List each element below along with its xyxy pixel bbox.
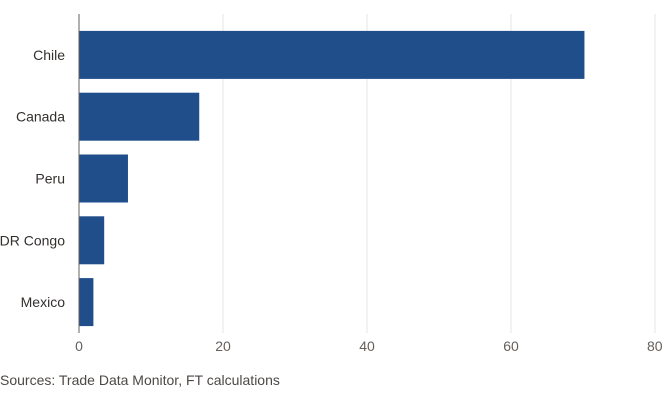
bar-chart: Chile Canada Peru DR Congo Mexico 0 20 40 60 80: [0, 14, 663, 354]
source-note: Sources: Trade Data Monitor, FT calculat…: [0, 372, 280, 388]
x-tick-label-60: 60: [503, 338, 519, 354]
x-tick-label-40: 40: [359, 338, 375, 354]
category-labels: Chile Canada Peru DR Congo Mexico: [0, 47, 65, 310]
category-label-chile: Chile: [33, 47, 65, 63]
bar-chile: [79, 30, 585, 79]
bar-canada: [79, 92, 200, 141]
category-label-canada: Canada: [16, 109, 65, 125]
x-tick-label-80: 80: [647, 338, 663, 354]
bar-peru: [79, 154, 128, 203]
x-tick-label-20: 20: [215, 338, 231, 354]
x-axis-ticks: 0 20 40 60 80: [75, 338, 663, 354]
x-tick-label-0: 0: [75, 338, 83, 354]
category-label-mexico: Mexico: [21, 294, 66, 310]
category-label-dr-congo: DR Congo: [0, 232, 65, 248]
category-label-peru: Peru: [35, 171, 65, 187]
bar-dr-congo: [79, 216, 105, 265]
bar-mexico: [79, 278, 94, 327]
bars: [79, 30, 585, 327]
